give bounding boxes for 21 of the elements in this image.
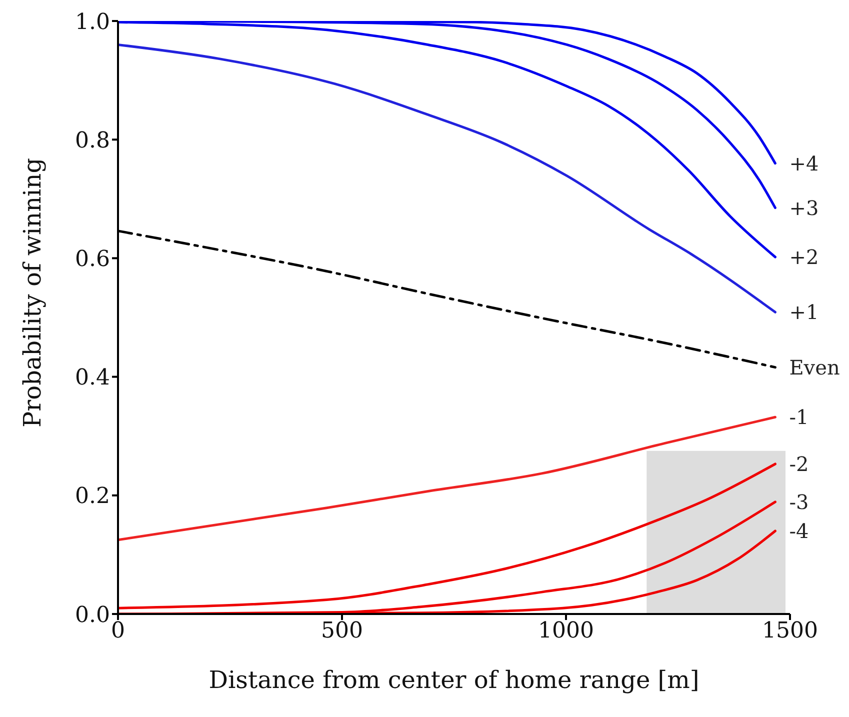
series-label: +4 (789, 151, 819, 176)
y-axis-title: Probability of winning (18, 158, 47, 428)
series-label: -4 (789, 518, 809, 543)
x-axis-title: Distance from center of home range [m] (208, 666, 700, 694)
series-label: -2 (789, 452, 809, 476)
series-label: +3 (789, 196, 819, 220)
series-label: +2 (789, 245, 819, 270)
series-label: +1 (789, 300, 819, 324)
y-tick-label: 0.0 (75, 602, 110, 628)
x-tick-label: 1000 (538, 618, 594, 644)
x-tick-label: 500 (321, 618, 363, 644)
x-tick-label: 1500 (762, 618, 818, 644)
y-tick-label: 1.0 (75, 10, 110, 35)
y-tick-label: 0.6 (75, 247, 110, 272)
y-tick-label: 0.2 (75, 484, 110, 510)
series-label: -1 (789, 405, 809, 430)
series-label: -3 (789, 490, 809, 514)
y-tick-label: 0.4 (75, 366, 110, 391)
y-tick-label: 0.8 (75, 128, 110, 154)
x-tick-label: 0 (111, 618, 125, 644)
series-label: Even (789, 355, 840, 380)
